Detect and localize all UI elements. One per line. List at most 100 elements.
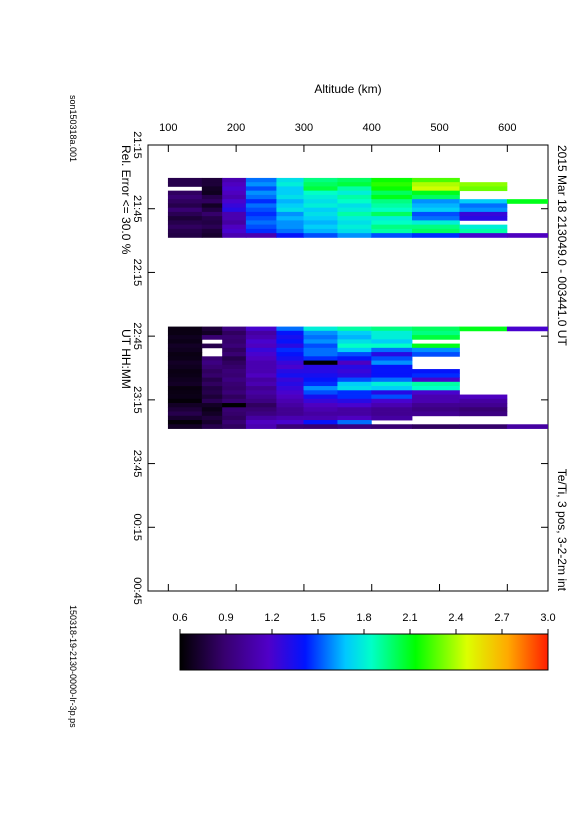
heatmap-cell <box>371 216 413 221</box>
heatmap-cell <box>412 394 460 400</box>
x-tick-label: 22:45 <box>131 322 143 350</box>
heatmap-cell <box>506 233 548 238</box>
heatmap-cell <box>245 415 277 421</box>
heatmap-cell <box>201 177 223 183</box>
rotated-plot-group: 21:15 21:45 22:15 22:45 23:15 23:45 00:15 00:45… <box>68 82 569 728</box>
heatmap-cell <box>303 398 338 404</box>
heatmap-cell <box>222 424 247 429</box>
side-label-right: 150318-19-2130-0000-Ir-3p.ps <box>68 605 78 728</box>
heatmap-cell <box>245 326 277 332</box>
heatmap-cell <box>167 411 203 417</box>
heatmap-cell <box>222 390 247 395</box>
heatmap-cell <box>371 194 413 200</box>
heatmap-cell <box>222 194 247 200</box>
heatmap-cell <box>222 411 247 417</box>
heatmap-cell <box>371 330 413 336</box>
heatmap-cell <box>506 424 548 429</box>
heatmap-cell <box>371 369 413 374</box>
heatmap-cell <box>412 211 460 217</box>
heatmap-cell <box>201 403 223 408</box>
heatmap-cell <box>337 326 372 332</box>
heatmap-cell <box>245 335 277 340</box>
heatmap-cell <box>222 369 247 374</box>
heatmap-cell <box>222 377 247 383</box>
heatmap-cell <box>245 194 277 200</box>
heatmap-cell <box>222 343 247 349</box>
colorbar-tick-label: 2.4 <box>448 612 463 624</box>
heatmap-cell <box>222 415 247 421</box>
heatmap-cell <box>371 233 413 238</box>
heatmap-cell <box>337 407 372 412</box>
heatmap-cell <box>459 394 508 400</box>
colorbar <box>179 633 549 671</box>
heatmap-cell <box>337 224 372 230</box>
colorbar-tick-label: 0.6 <box>172 612 187 624</box>
heatmap-cell <box>371 364 413 370</box>
heatmap-cell <box>371 199 413 204</box>
heatmap-cell <box>167 390 203 395</box>
heatmap-cell <box>276 377 304 383</box>
heatmap-cell <box>167 335 203 340</box>
heatmap-cell <box>167 220 203 226</box>
heatmap-cell <box>167 398 203 404</box>
heatmap-cell <box>222 407 247 412</box>
heatmap-cell <box>459 424 508 429</box>
heatmap-cell <box>337 343 372 349</box>
heatmap-cell <box>222 224 247 230</box>
heatmap-cell <box>337 356 372 361</box>
heatmap-cell <box>303 394 338 400</box>
heatmap-cell <box>245 220 277 226</box>
heatmap-cell <box>459 228 508 234</box>
heatmap-cell <box>201 194 223 200</box>
heatmap-cell <box>371 224 413 230</box>
heatmap-cell <box>167 211 203 217</box>
heatmap-cell <box>303 194 338 200</box>
heatmap-cell <box>337 364 372 370</box>
heatmap-cell <box>245 228 277 234</box>
heatmap-cell <box>459 182 508 187</box>
heatmap-cell <box>222 373 247 378</box>
heatmap-cell <box>337 352 372 357</box>
heatmap-cell <box>412 190 460 196</box>
heatmap-cell <box>303 216 338 221</box>
heatmap-cell <box>412 207 460 213</box>
heatmap-cell <box>245 177 277 183</box>
heatmap-cell <box>303 369 338 374</box>
heatmap-cell <box>222 207 247 213</box>
heatmap-cell <box>337 394 372 400</box>
heatmap-cell <box>222 228 247 234</box>
heatmap-cell <box>245 203 277 209</box>
heatmap-cell <box>167 177 203 183</box>
heatmap-cell <box>276 326 304 332</box>
heatmap-cell <box>371 403 413 408</box>
heatmap-cell <box>222 364 247 370</box>
heatmap-cell <box>371 190 413 196</box>
heatmap-cell <box>276 424 304 429</box>
y-tick-label: 300 <box>295 122 313 134</box>
colorbar-tick-label: 2.1 <box>402 612 417 624</box>
heatmap-cell <box>337 411 372 417</box>
colorbar-tick-label: 1.2 <box>264 612 279 624</box>
heatmap-cell <box>245 424 277 429</box>
heatmap-cell <box>201 207 223 213</box>
heatmap-cell <box>276 352 304 357</box>
heatmap-cell <box>276 190 304 196</box>
heatmap-cell <box>276 381 304 387</box>
heatmap-cell <box>412 352 460 357</box>
y-axis-label: Altitude (km) <box>314 82 381 96</box>
heatmap-cell <box>245 356 277 361</box>
heatmap-cell <box>222 339 247 344</box>
heatmap-cell <box>276 373 304 378</box>
heatmap-cell <box>167 373 203 378</box>
heatmap-cell <box>167 190 203 196</box>
heatmap-cell <box>412 182 460 187</box>
heatmap-cell <box>167 207 203 213</box>
heatmap-cell <box>459 211 508 217</box>
heatmap-cell <box>412 220 460 226</box>
heatmap-cell <box>245 407 277 412</box>
heatmap-cell <box>303 177 338 183</box>
heatmap-cell <box>276 207 304 213</box>
parameter-label: Te/Ti, 3 pos, 3-2-2m int <box>555 469 569 592</box>
x-tick-label: 23:45 <box>131 450 143 478</box>
